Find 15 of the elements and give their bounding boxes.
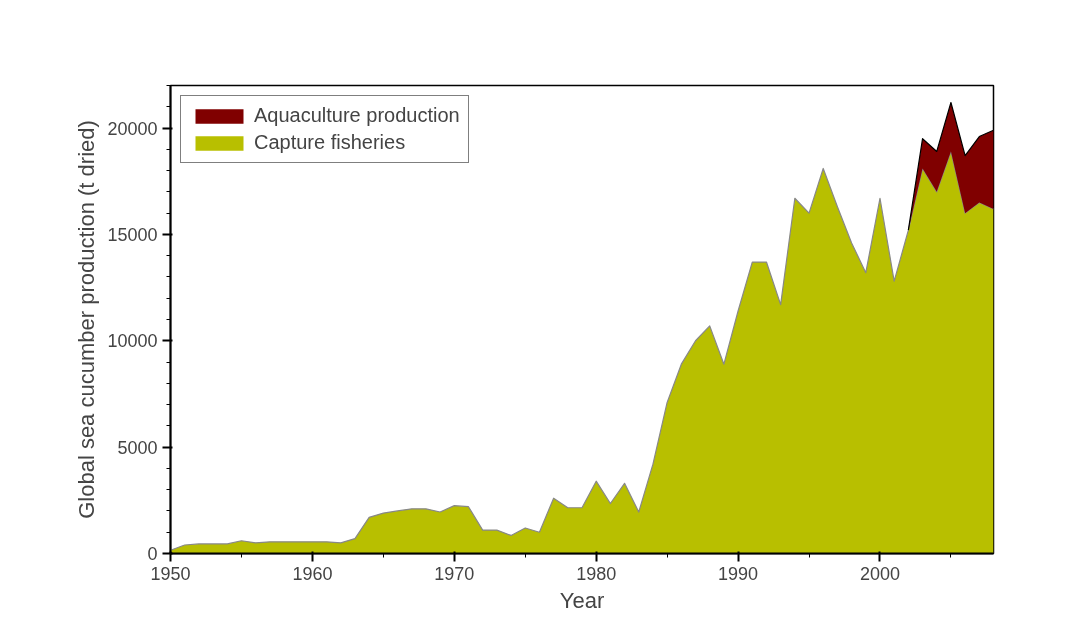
x-tick-label: 1990 (718, 563, 759, 584)
y-tick-label: 20000 (107, 118, 158, 139)
x-tick-label: 1980 (576, 563, 617, 584)
legend-label: Aquaculture production (254, 104, 460, 127)
y-tick-label: 10000 (107, 331, 158, 352)
x-tick-label: 1960 (292, 563, 333, 584)
y-tick-label: 15000 (107, 224, 158, 245)
x-tick-label: 1970 (434, 563, 475, 584)
x-tick-label: 2000 (859, 563, 901, 584)
y-tick-label: 5000 (117, 437, 158, 458)
y-axis-title: Global sea cucumber production (t dried) (74, 120, 100, 519)
legend-label: Capture fisheries (254, 131, 406, 154)
y-tick-label: 0 (147, 544, 158, 564)
x-axis-title: Year (559, 587, 605, 613)
x-tick-label: 1950 (150, 563, 191, 584)
